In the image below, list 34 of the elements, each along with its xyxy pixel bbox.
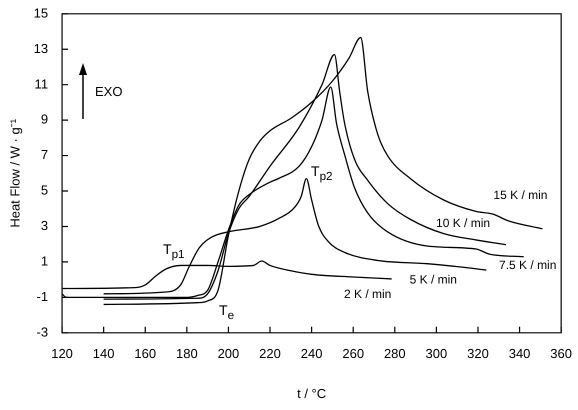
y-axis-title: Heat Flow / W · g⁻¹ [7,118,22,228]
series-label: 7.5 K / min [499,258,556,272]
y-tick-label: 5 [40,182,48,198]
annotation: T$_{p2}$ [311,163,333,183]
x-tick-label: 140 [92,346,115,362]
y-tick-label: -3 [36,324,48,340]
x-tick-label: 220 [259,346,281,362]
x-tick-label: 300 [426,346,448,362]
x-tick-label: 320 [467,346,489,362]
y-tick-label: 11 [34,76,48,92]
series-label: 2 K / min [344,287,392,302]
x-tick-label: 260 [342,346,364,362]
series-label: 5 K / min [410,272,457,286]
y-tick-label: 9 [40,112,48,127]
series-label: 10 K / min [436,216,490,230]
annotation: T$_{e}$ [219,302,234,322]
x-tick-label: 280 [384,346,406,362]
y-tick-label: 13 [34,40,48,56]
series-label: 15 K / min [493,188,548,202]
y-tick-label: 1 [40,253,48,268]
y-tick-label: 3 [40,218,48,234]
x-tick-label: 360 [550,346,572,362]
x-tick-label: 160 [134,346,156,362]
x-tick-label: 240 [300,346,322,362]
x-tick-label: 120 [51,346,73,362]
annotation: T$_{p1}$ [163,241,185,261]
x-tick-label: 180 [176,346,198,362]
x-tick-label: 200 [218,346,240,362]
annotation: EXO [95,84,122,99]
y-tick-label: 7 [40,147,48,162]
x-tick-label: 340 [508,346,530,362]
y-tick-label: -1 [36,288,48,304]
x-axis-title: t / °C [297,386,326,401]
y-tick-label: 15 [34,5,48,20]
